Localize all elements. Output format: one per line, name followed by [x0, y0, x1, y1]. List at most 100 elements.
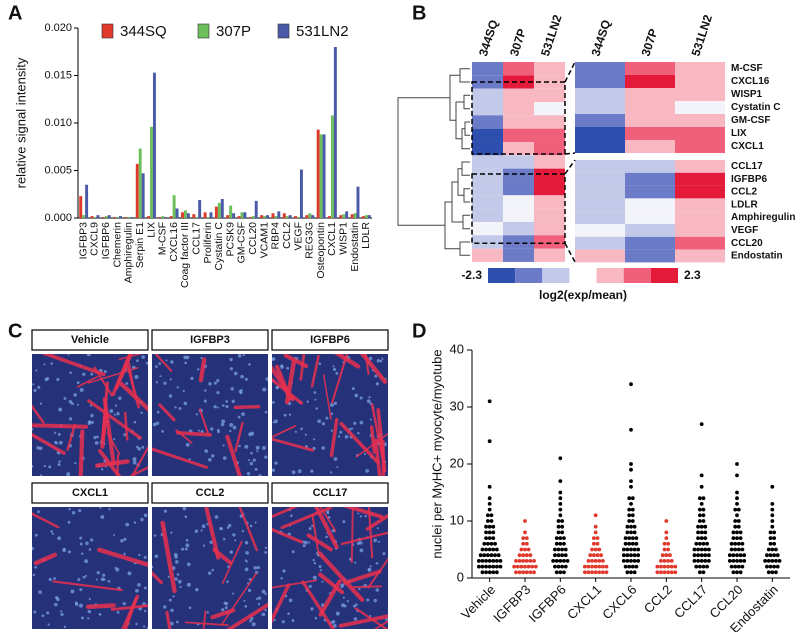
data-point: [666, 564, 671, 569]
heatmap-cell: [534, 235, 565, 249]
data-point: [731, 553, 736, 558]
x-tick-label: Serpin E1: [134, 222, 146, 268]
data-point: [629, 462, 633, 466]
data-point: [524, 536, 529, 540]
data-point: [517, 553, 522, 558]
heatmap-cell-zoom: [625, 160, 675, 173]
data-point: [632, 570, 637, 575]
nucleus: [32, 465, 34, 468]
nucleus: [68, 399, 73, 404]
x-tick-label: RBP4: [270, 222, 282, 250]
nucleus: [378, 540, 381, 543]
data-point: [563, 547, 568, 552]
data-point: [629, 547, 633, 552]
nucleus: [179, 585, 182, 589]
bar: [172, 195, 176, 218]
x-tick-label: REG3G: [304, 222, 316, 259]
nucleus: [190, 376, 194, 381]
data-point: [664, 553, 669, 558]
nucleus: [84, 559, 89, 564]
nucleus: [43, 363, 46, 366]
x-tick-label: CXCL9: [89, 222, 101, 256]
heatmap-cell: [472, 115, 503, 129]
bar: [147, 216, 151, 218]
data-point: [489, 513, 494, 518]
nucleus: [231, 399, 235, 403]
data-point: [669, 559, 674, 563]
nucleus: [375, 588, 379, 592]
nucleus: [32, 546, 34, 551]
zoom-box: [471, 173, 566, 245]
data-point: [590, 547, 594, 552]
nucleus: [32, 383, 35, 386]
nucleus: [337, 435, 341, 438]
data-point: [512, 564, 517, 569]
heatmap-cell: [503, 88, 534, 102]
dendrogram: [397, 68, 470, 256]
y-tick-label: 10: [450, 512, 464, 527]
heatmap-cell-zoom: [625, 127, 675, 140]
nucleus: [137, 447, 141, 451]
data-point: [733, 564, 738, 569]
bar: [150, 126, 153, 218]
nucleus: [82, 575, 86, 579]
myotube: [121, 594, 140, 629]
heatmap-cell: [503, 115, 534, 129]
nucleus: [143, 513, 148, 518]
nucleus: [332, 367, 337, 371]
heatmap-cell-zoom: [625, 88, 675, 101]
image-label: Vehicle: [71, 334, 109, 346]
nucleus: [54, 431, 57, 434]
data-point: [666, 547, 671, 552]
column-label: 344SQ: [589, 18, 614, 58]
row-label: LIX: [731, 128, 747, 139]
heatmap-cell-zoom: [575, 101, 625, 114]
data-point: [770, 559, 775, 563]
nucleus: [363, 453, 367, 456]
nucleus: [373, 538, 378, 543]
data-point: [480, 564, 485, 569]
data-point: [699, 553, 704, 558]
nucleus: [264, 608, 267, 612]
data-point: [590, 564, 594, 569]
heatmap-cell-zoom: [575, 211, 625, 224]
nucleus: [132, 460, 137, 465]
myotube: [310, 354, 320, 388]
data-point: [701, 519, 706, 523]
data-point: [532, 570, 536, 575]
myotube: [152, 447, 209, 469]
data-point: [706, 553, 711, 558]
data-point: [706, 559, 711, 563]
data-point: [765, 553, 769, 558]
row-label: VEGF: [731, 225, 758, 236]
data-point: [733, 547, 738, 552]
nucleus: [379, 359, 383, 363]
nucleus: [68, 417, 73, 421]
data-point: [514, 570, 518, 575]
data-point: [706, 547, 711, 552]
myotube: [154, 354, 173, 372]
data-point: [523, 547, 527, 552]
image-label-box: [31, 482, 149, 504]
nucleus: [127, 571, 132, 576]
micrograph: [272, 354, 388, 476]
data-point: [729, 541, 734, 546]
nucleus: [39, 474, 43, 476]
heatmap-cell: [534, 208, 565, 222]
data-point: [736, 547, 741, 552]
nucleus: [176, 386, 179, 389]
data-point: [775, 564, 780, 569]
nucleus: [333, 457, 338, 461]
data-point: [731, 570, 736, 575]
legend-swatch: [101, 23, 114, 39]
nucleus: [59, 610, 63, 613]
myotube: [365, 513, 388, 531]
heatmap-cell: [534, 101, 565, 116]
nucleus: [141, 355, 145, 359]
myotube: [373, 438, 382, 476]
nucleus: [113, 413, 116, 416]
data-point: [498, 564, 503, 569]
data-point: [668, 553, 672, 558]
myotube: [283, 354, 309, 369]
heatmap-cell: [503, 221, 534, 236]
